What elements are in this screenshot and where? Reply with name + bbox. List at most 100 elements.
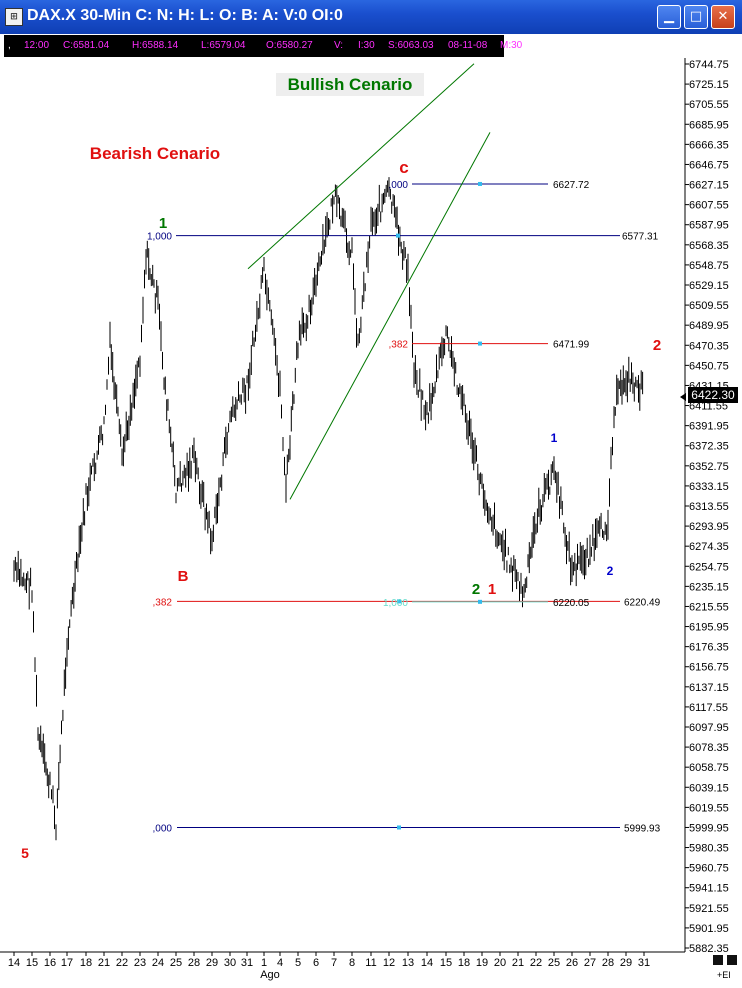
x-tick-label: 15 bbox=[26, 957, 38, 969]
x-tick-label: 31 bbox=[241, 957, 253, 969]
fib-level-value: 6577.31 bbox=[622, 232, 659, 243]
x-tick-label: 29 bbox=[620, 957, 632, 969]
info-date: 08-11-08 bbox=[448, 40, 488, 51]
y-tick-label: 6529.15 bbox=[689, 280, 729, 292]
x-tick-label: 5 bbox=[295, 957, 301, 969]
x-tick-label: 14 bbox=[8, 957, 20, 969]
y-tick-label: 6450.75 bbox=[689, 360, 729, 372]
annotation-bg bbox=[276, 73, 424, 96]
x-tick-label: 25 bbox=[548, 957, 560, 969]
fib-level-value: 6627.72 bbox=[553, 180, 590, 191]
fib-anchor-marker bbox=[478, 181, 482, 186]
info-interval: I:30 bbox=[358, 40, 375, 51]
x-tick-label: 21 bbox=[512, 957, 524, 969]
scroll-right-icon[interactable] bbox=[727, 955, 737, 965]
x-tick-label: 14 bbox=[421, 957, 433, 969]
fib-level-pct: ,000 bbox=[153, 823, 173, 834]
y-tick-label: 6078.35 bbox=[689, 742, 729, 754]
y-tick-label: 6489.95 bbox=[689, 320, 729, 332]
close-icon[interactable]: ✕ bbox=[711, 5, 735, 29]
wave-label: 5 bbox=[21, 845, 29, 861]
y-tick-label: 6627.15 bbox=[689, 180, 729, 192]
x-tick-label: 12 bbox=[383, 957, 395, 969]
info-m: M:30 bbox=[500, 40, 523, 51]
wave-label: 2 bbox=[653, 337, 661, 354]
y-tick-label: 6039.15 bbox=[689, 782, 729, 794]
last-price-marker: 6422.30 bbox=[688, 387, 738, 403]
y-tick-label: 5941.15 bbox=[689, 883, 729, 895]
wave-label: c bbox=[399, 158, 408, 177]
info-low: L:6579.04 bbox=[201, 40, 246, 51]
x-tick-label: 27 bbox=[584, 957, 596, 969]
y-tick-label: 6509.55 bbox=[689, 300, 729, 312]
x-tick-label: 17 bbox=[61, 957, 73, 969]
y-tick-label: 6313.55 bbox=[689, 501, 729, 513]
quote-info-bar: , 12:00 C:6581.04 H:6588.14 L:6579.04 O:… bbox=[4, 35, 522, 57]
x-tick-label: 30 bbox=[224, 957, 236, 969]
x-tick-label: 25 bbox=[170, 957, 182, 969]
y-tick-label: 6176.35 bbox=[689, 642, 729, 654]
x-tick-label: 15 bbox=[440, 957, 452, 969]
y-tick-label: 6568.35 bbox=[689, 240, 729, 252]
info-marker: , bbox=[8, 40, 11, 51]
y-tick-label: 6470.35 bbox=[689, 340, 729, 352]
y-tick-label: 6235.15 bbox=[689, 581, 729, 593]
y-tick-label: 6215.55 bbox=[689, 601, 729, 613]
x-tick-label: 22 bbox=[116, 957, 128, 969]
fib-level-value: 6471.99 bbox=[553, 340, 590, 351]
y-tick-label: 6548.75 bbox=[689, 260, 729, 272]
wave-label: Bearish Cenario bbox=[90, 144, 220, 163]
scroll-left-icon[interactable] bbox=[713, 955, 723, 965]
x-tick-label: 18 bbox=[458, 957, 470, 969]
y-tick-label: 5901.95 bbox=[689, 923, 729, 935]
y-tick-label: 6254.75 bbox=[689, 561, 729, 573]
x-tick-label: 7 bbox=[331, 957, 337, 969]
wave-label: 1 bbox=[159, 215, 167, 232]
y-tick-label: 6391.95 bbox=[689, 421, 729, 433]
y-tick-label: 6058.75 bbox=[689, 762, 729, 774]
y-tick-label: 6411.55 bbox=[689, 401, 728, 413]
y-tick-label: 5980.35 bbox=[689, 843, 729, 855]
info-close: C:6581.04 bbox=[63, 40, 110, 51]
fib-level-value: 6220.49 bbox=[624, 597, 661, 608]
wave-label: 1 bbox=[488, 581, 496, 598]
y-tick-label: 6156.75 bbox=[689, 662, 729, 674]
window-title: DAX.X 30-Min C: N: H: L: O: B: A: V:0 OI… bbox=[27, 7, 343, 24]
y-tick-label: 6744.75 bbox=[689, 59, 729, 71]
window-titlebar[interactable]: ⊞ DAX.X 30-Min C: N: H: L: O: B: A: V:0 … bbox=[0, 0, 742, 34]
fib-anchor-marker bbox=[397, 599, 401, 604]
y-tick-label: 6352.75 bbox=[689, 461, 729, 473]
y-tick-label: 6607.55 bbox=[689, 200, 729, 212]
x-tick-label: 20 bbox=[494, 957, 506, 969]
minimize-icon[interactable]: ▁ bbox=[657, 5, 681, 29]
maximize-icon[interactable]: □ bbox=[684, 5, 708, 29]
y-tick-label: 6097.95 bbox=[689, 722, 729, 734]
y-tick-label: 6372.35 bbox=[689, 441, 729, 453]
info-s: S:6063.03 bbox=[388, 40, 434, 51]
x-tick-label: 29 bbox=[206, 957, 218, 969]
y-tick-label: 5999.95 bbox=[689, 822, 729, 834]
y-tick-label: 6137.15 bbox=[689, 682, 729, 694]
y-tick-label: 6666.35 bbox=[689, 139, 729, 151]
info-volume: V: bbox=[334, 40, 344, 51]
ei-label: +EI bbox=[717, 970, 731, 980]
x-tick-label: 28 bbox=[602, 957, 614, 969]
wave-label: B bbox=[178, 568, 189, 585]
y-tick-label: 5921.55 bbox=[689, 903, 729, 915]
x-month-label: Ago bbox=[260, 969, 280, 981]
x-tick-label: 13 bbox=[402, 957, 414, 969]
x-tick-label: 22 bbox=[530, 957, 542, 969]
fib-level-value: 5999.93 bbox=[624, 823, 661, 834]
x-tick-label: 23 bbox=[134, 957, 146, 969]
y-tick-label: 5882.35 bbox=[689, 943, 729, 955]
x-tick-label: 1 bbox=[261, 957, 267, 969]
fib-level-pct: 1,000 bbox=[383, 598, 408, 609]
y-tick-label: 6333.15 bbox=[689, 481, 729, 493]
x-tick-label: 18 bbox=[80, 957, 92, 969]
y-tick-label: 6646.75 bbox=[689, 159, 729, 171]
x-tick-label: 16 bbox=[44, 957, 56, 969]
x-tick-label: 19 bbox=[476, 957, 488, 969]
fib-anchor-marker bbox=[396, 233, 400, 238]
info-high: H:6588.14 bbox=[132, 40, 179, 51]
